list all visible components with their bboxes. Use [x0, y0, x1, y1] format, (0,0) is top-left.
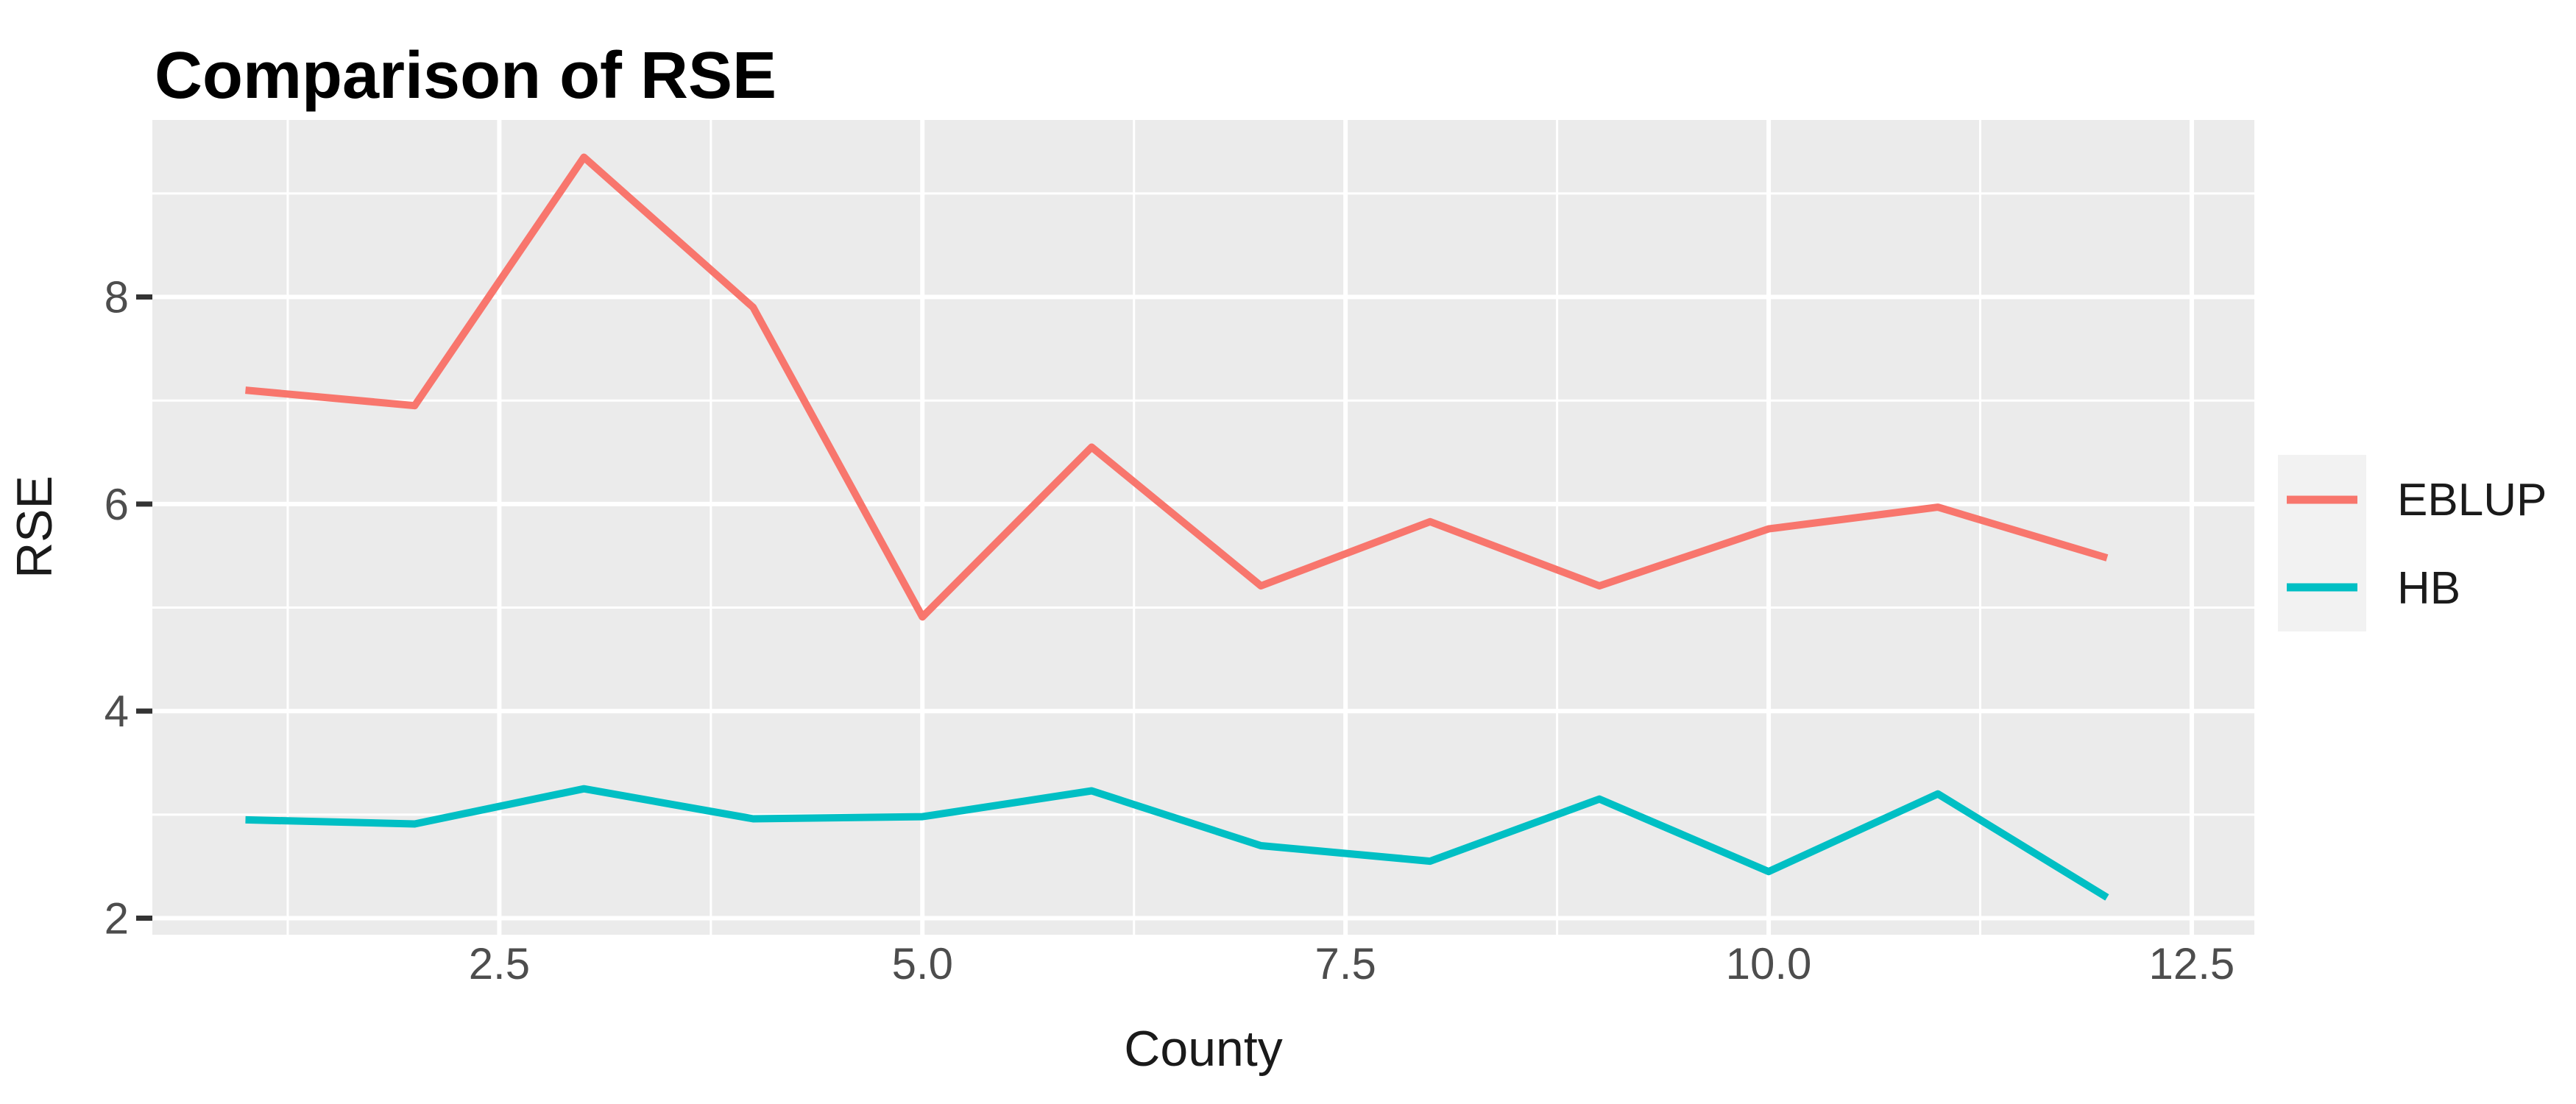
y-tick-label: 6: [105, 480, 129, 529]
y-axis-title: RSE: [7, 475, 63, 578]
x-axis-title: County: [1124, 1021, 1282, 1077]
plot-panel: [152, 120, 2254, 935]
y-tick-label: 4: [105, 687, 129, 736]
x-tick-label: 7.5: [1314, 939, 1376, 988]
hb-line: [245, 785, 2109, 901]
legend-label-eblup: EBLUP: [2397, 475, 2547, 526]
x-tick-label: 2.5: [469, 939, 530, 988]
x-tick-label: 12.5: [2149, 939, 2235, 988]
series-lines: [245, 153, 2109, 901]
chart-title: Comparison of RSE: [155, 39, 776, 113]
y-tick-label: 8: [105, 273, 129, 322]
x-axis-tick-labels: 2.5 5.0 7.5 10.0 12.5: [469, 939, 2235, 988]
legend: EBLUP HB: [2278, 455, 2547, 631]
y-tick-label: 2: [105, 894, 129, 943]
y-axis-tick-marks: [136, 294, 152, 921]
legend-label-hb: HB: [2397, 563, 2460, 614]
x-tick-label: 10.0: [1726, 939, 1812, 988]
y-axis-tick-labels: 2 4 6 8: [105, 273, 129, 944]
eblup-line: [245, 153, 2109, 621]
x-tick-label: 5.0: [892, 939, 953, 988]
minor-gridlines: [152, 120, 2254, 935]
major-gridlines: [152, 120, 2254, 935]
